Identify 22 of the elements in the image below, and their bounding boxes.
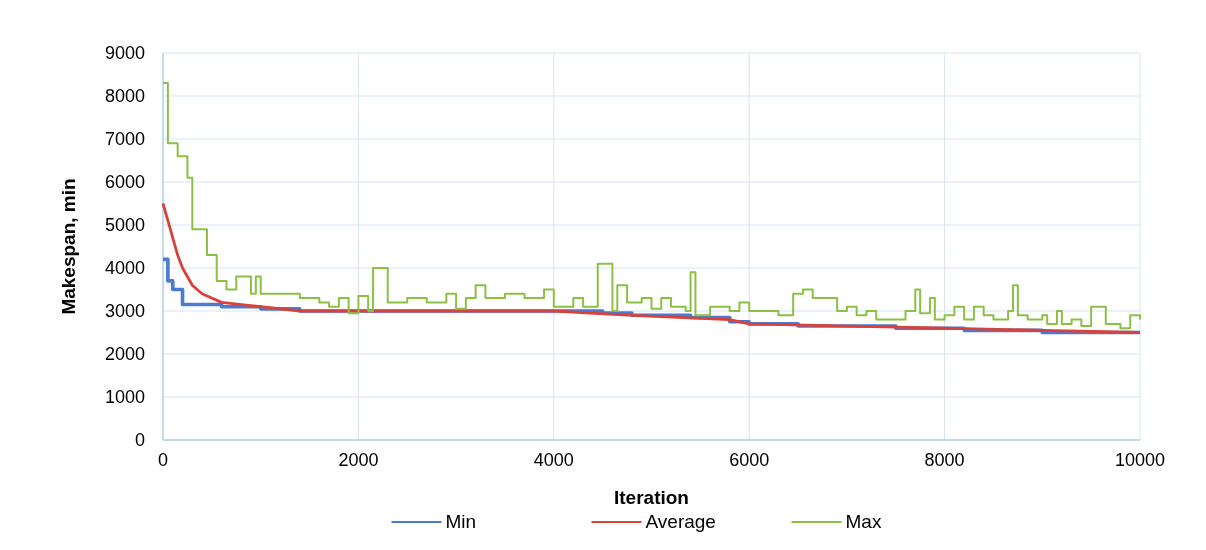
y-tick-label: 9000 bbox=[104, 43, 145, 63]
y-tick-label: 4000 bbox=[104, 258, 145, 278]
x-tick-label: 0 bbox=[157, 450, 169, 470]
x-tick-label: 6000 bbox=[729, 450, 770, 470]
x-tick-label: 8000 bbox=[924, 450, 965, 470]
legend-label: Min bbox=[445, 511, 477, 532]
legend-label: Max bbox=[845, 511, 882, 532]
y-tick-label: 6000 bbox=[104, 172, 145, 192]
y-tick-label: 8000 bbox=[104, 86, 145, 106]
line-series bbox=[161, 202, 1142, 334]
y-tick-label: 2000 bbox=[104, 344, 145, 364]
x-tick-label: 10000 bbox=[1114, 450, 1166, 470]
x-axis-title: Iteration bbox=[614, 487, 689, 508]
x-tick-label: 4000 bbox=[533, 450, 574, 470]
y-axis-title: Makespan, min bbox=[58, 178, 79, 315]
y-tick-label: 5000 bbox=[104, 215, 145, 235]
y-tick-label: 7000 bbox=[104, 129, 145, 149]
legend-label: Average bbox=[645, 511, 716, 532]
y-tick-label: 0 bbox=[134, 430, 145, 450]
y-tick-label: 3000 bbox=[104, 301, 145, 321]
x-tick-label: 2000 bbox=[338, 450, 379, 470]
y-tick-label: 1000 bbox=[104, 387, 145, 407]
